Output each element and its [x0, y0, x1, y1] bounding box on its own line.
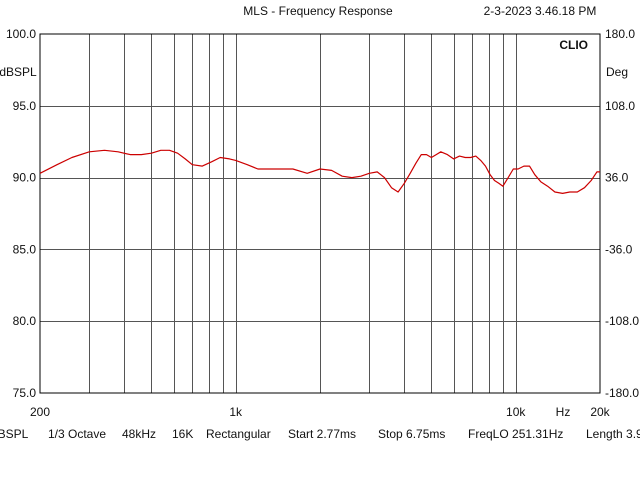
status-freqlo: FreqLO 251.31Hz: [468, 427, 564, 441]
x-tick-label: 1k: [229, 405, 243, 419]
y-tick-label: 95.0: [13, 99, 37, 113]
brand-label: CLIO: [559, 38, 588, 52]
timestamp: 2-3-2023 3.46.18 PM: [484, 4, 597, 18]
status-start: Start 2.77ms: [288, 427, 357, 441]
y-axis-unit: dBSPL: [0, 65, 37, 79]
x-axis-unit: Hz: [556, 405, 571, 419]
y-tick-label: 85.0: [13, 242, 37, 256]
status-mls-size: 16K: [172, 427, 194, 441]
y-tick-label: 75.0: [13, 386, 37, 400]
trace-layer: [39, 149, 600, 194]
y2-tick-label: 36.0: [605, 171, 629, 185]
chart-title: MLS - Frequency Response: [243, 4, 393, 18]
y-axis: 100.0 95.0 90.0 85.0 80.0 75.0: [6, 27, 36, 400]
frequency-response-line: [39, 149, 600, 194]
x-tick-label: 20k: [590, 405, 610, 419]
y-tick-label: 80.0: [13, 314, 37, 328]
plot-frame: [39, 33, 601, 394]
y-tick-label: 90.0: [13, 171, 37, 185]
y2-tick-label: 108.0: [605, 99, 635, 113]
status-stop: Stop 6.75ms: [378, 427, 446, 441]
y2-tick-label: -180.0: [605, 386, 639, 400]
x-tick-label: 10k: [506, 405, 526, 419]
y2-tick-label: -36.0: [605, 242, 633, 256]
status-bar: dBSPL 1/3 Octave 48kHz 16K Rectangular S…: [0, 427, 640, 443]
status-window: Rectangular: [206, 427, 271, 441]
y-tick-label: 100.0: [6, 27, 36, 41]
status-unit: dBSPL: [0, 427, 29, 441]
status-smoothing: 1/3 Octave: [48, 427, 107, 441]
y2-axis: 180.0 108.0 36.0 -36.0 -108.0 -180.0: [605, 27, 639, 400]
status-length: Length 3.98ms: [586, 427, 640, 441]
x-axis: 200 1k 10k 20k: [30, 405, 611, 419]
y2-tick-label: 180.0: [605, 27, 635, 41]
grid: [40, 34, 600, 393]
y2-tick-label: -108.0: [605, 314, 639, 328]
y2-axis-unit: Deg: [606, 65, 628, 79]
status-sample-rate: 48kHz: [122, 427, 157, 441]
x-tick-label: 200: [30, 405, 50, 419]
